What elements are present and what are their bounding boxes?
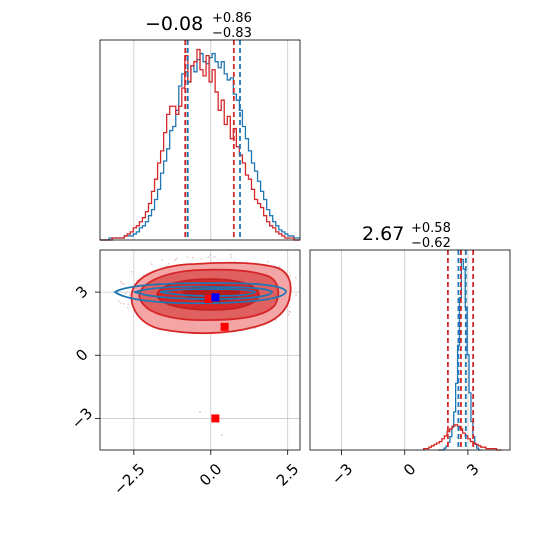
marginal-x-grid (133, 40, 289, 240)
joint-panel: −2.5 0.0 2.5 3 0 −3 (68, 249, 302, 499)
joint-x-ticks: −2.5 0.0 2.5 (110, 450, 302, 499)
scatter-point (128, 294, 131, 296)
scatter-point (124, 292, 127, 295)
joint-y-ticks: 3 0 −3 (68, 282, 100, 433)
x-tick-label: 0.0 (196, 460, 226, 490)
blue-contour-mid (132, 285, 274, 300)
red-marker (211, 414, 220, 423)
scatter-point (221, 434, 223, 436)
scatter-point (289, 274, 291, 277)
scatter-point (130, 270, 133, 273)
marginal-x-quantile-lines (184, 40, 241, 240)
marginal-y-x-ticks: −3 0 3 (328, 450, 483, 488)
x-tick-label: −3 (328, 460, 356, 488)
scatter-point (123, 283, 125, 285)
marginal-y-grid (341, 250, 469, 450)
scatter-point (119, 302, 122, 305)
scatter-point (174, 259, 177, 262)
scatter-point (150, 263, 153, 265)
x-tick-label: 2.5 (273, 460, 303, 490)
histogram-step (100, 48, 300, 241)
marginal-y-title-minus: −0.62 (411, 236, 451, 251)
marginal-y-title-plus: +0.58 (411, 221, 451, 236)
scatter-point (207, 256, 210, 258)
histogram-step (100, 52, 300, 241)
scatter-point (167, 263, 170, 265)
blue-contour-inner (159, 288, 257, 297)
scatter-point (230, 256, 233, 259)
scatter-point (295, 277, 297, 279)
marginal-y-title-median: 2.67 (362, 223, 404, 245)
scatter-point (213, 256, 216, 258)
scatter-point (122, 302, 125, 305)
marginal-y-quantile-lines (446, 250, 475, 450)
scatter-point (209, 254, 212, 256)
scatter-point (121, 282, 123, 285)
scatter-point (119, 280, 122, 283)
joint-markers (204, 293, 229, 423)
scatter-point (278, 266, 281, 268)
scatter-point (295, 294, 297, 296)
scatter-point (253, 327, 256, 330)
marginal-x-title-minus: −0.83 (212, 26, 252, 41)
scatter-point (161, 259, 164, 261)
scatter-point (199, 411, 201, 413)
y-tick-label: 0 (72, 346, 91, 365)
y-tick-label: −3 (68, 404, 96, 432)
scatter-point (126, 306, 129, 309)
scatter-point (117, 300, 120, 303)
scatter-point (200, 258, 203, 260)
blue-contour-outer (113, 282, 287, 305)
scatter-point (288, 313, 290, 316)
joint-blue-contours (113, 282, 287, 305)
marginal-x-histograms (100, 48, 300, 241)
y-tick-label: 3 (72, 282, 91, 301)
red-marker (220, 322, 229, 331)
marginal-x-panel: −0.08 +0.86 −0.83 (99, 11, 301, 241)
scatter-point (175, 257, 178, 260)
scatter-point (192, 256, 194, 259)
scatter-point (288, 310, 291, 313)
blue-marker (211, 293, 220, 302)
marginal-x-title-plus: +0.86 (212, 11, 252, 26)
scatter-point (288, 306, 291, 308)
red-marker (204, 295, 213, 304)
scatter-point (127, 303, 130, 306)
x-tick-label: −2.5 (110, 460, 148, 498)
x-tick-label: 3 (463, 460, 482, 479)
marginal-x-title-median: −0.08 (145, 13, 203, 35)
marginal-y-panel: −3 0 3 2.67 +0.58 −0.62 (309, 221, 511, 488)
scatter-point (275, 319, 277, 321)
scatter-point (267, 260, 270, 263)
scatter-point (186, 256, 189, 259)
histogram-step (423, 424, 502, 451)
x-tick-label: 0 (400, 460, 419, 479)
scatter-point (230, 253, 233, 256)
